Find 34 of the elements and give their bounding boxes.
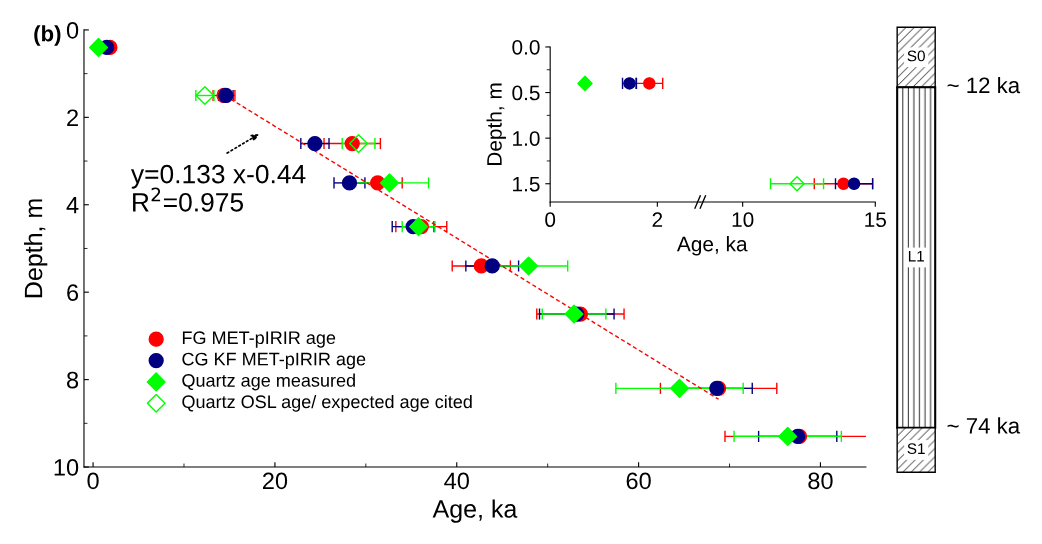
y-tick-label: 6 (67, 284, 79, 301)
y-tick-label: 8 (67, 371, 79, 389)
y-tick-label: 0 (66, 21, 79, 39)
y-tick-label: 1.5 (513, 176, 540, 192)
x-tick-label: 0 (545, 212, 556, 228)
x-tick-label: 10 (732, 212, 754, 228)
x-axis-title: Age, ka (432, 499, 518, 523)
x-tick-label: 20 (262, 472, 288, 490)
y-axis-title: Depth, m (24, 199, 48, 298)
legend-label: FG MET-pIRIR age (182, 331, 336, 348)
x-tick-label: 40 (444, 472, 469, 490)
x-tick-label: 80 (808, 472, 833, 490)
y-tick-label: 0.0 (512, 39, 540, 55)
x-axis-title: Age, ka (676, 236, 748, 256)
y-tick-label: 4 (66, 197, 79, 214)
y-tick-label: 2 (67, 109, 78, 126)
legend-label: Quartz OSL age/ expected age cited (182, 394, 472, 412)
text: ~ 74 ka (947, 417, 1021, 434)
x-tick-label: 60 (626, 472, 651, 490)
chart-title: (b) (34, 25, 61, 46)
y-tick-label: 1.0 (513, 131, 540, 146)
category-label: S0 (907, 50, 925, 62)
x-tick-label: 0 (87, 472, 99, 490)
category-label: S1 (907, 443, 925, 455)
text: ~ 12 ka (947, 76, 1021, 94)
legend-label: CG KF MET-pIRIR age (182, 352, 366, 370)
annotation: y=0.133 x-0.44 (130, 164, 306, 189)
y-tick-label: 10 (54, 459, 79, 476)
x-tick-label: 2 (652, 212, 663, 227)
category-label: L1 (908, 250, 924, 262)
x-tick-label: 15 (865, 212, 886, 228)
y-axis-title: Depth, m (486, 83, 506, 166)
y-tick-label: 0.5 (512, 85, 540, 101)
legend-label: Quartz age measured (182, 373, 355, 391)
